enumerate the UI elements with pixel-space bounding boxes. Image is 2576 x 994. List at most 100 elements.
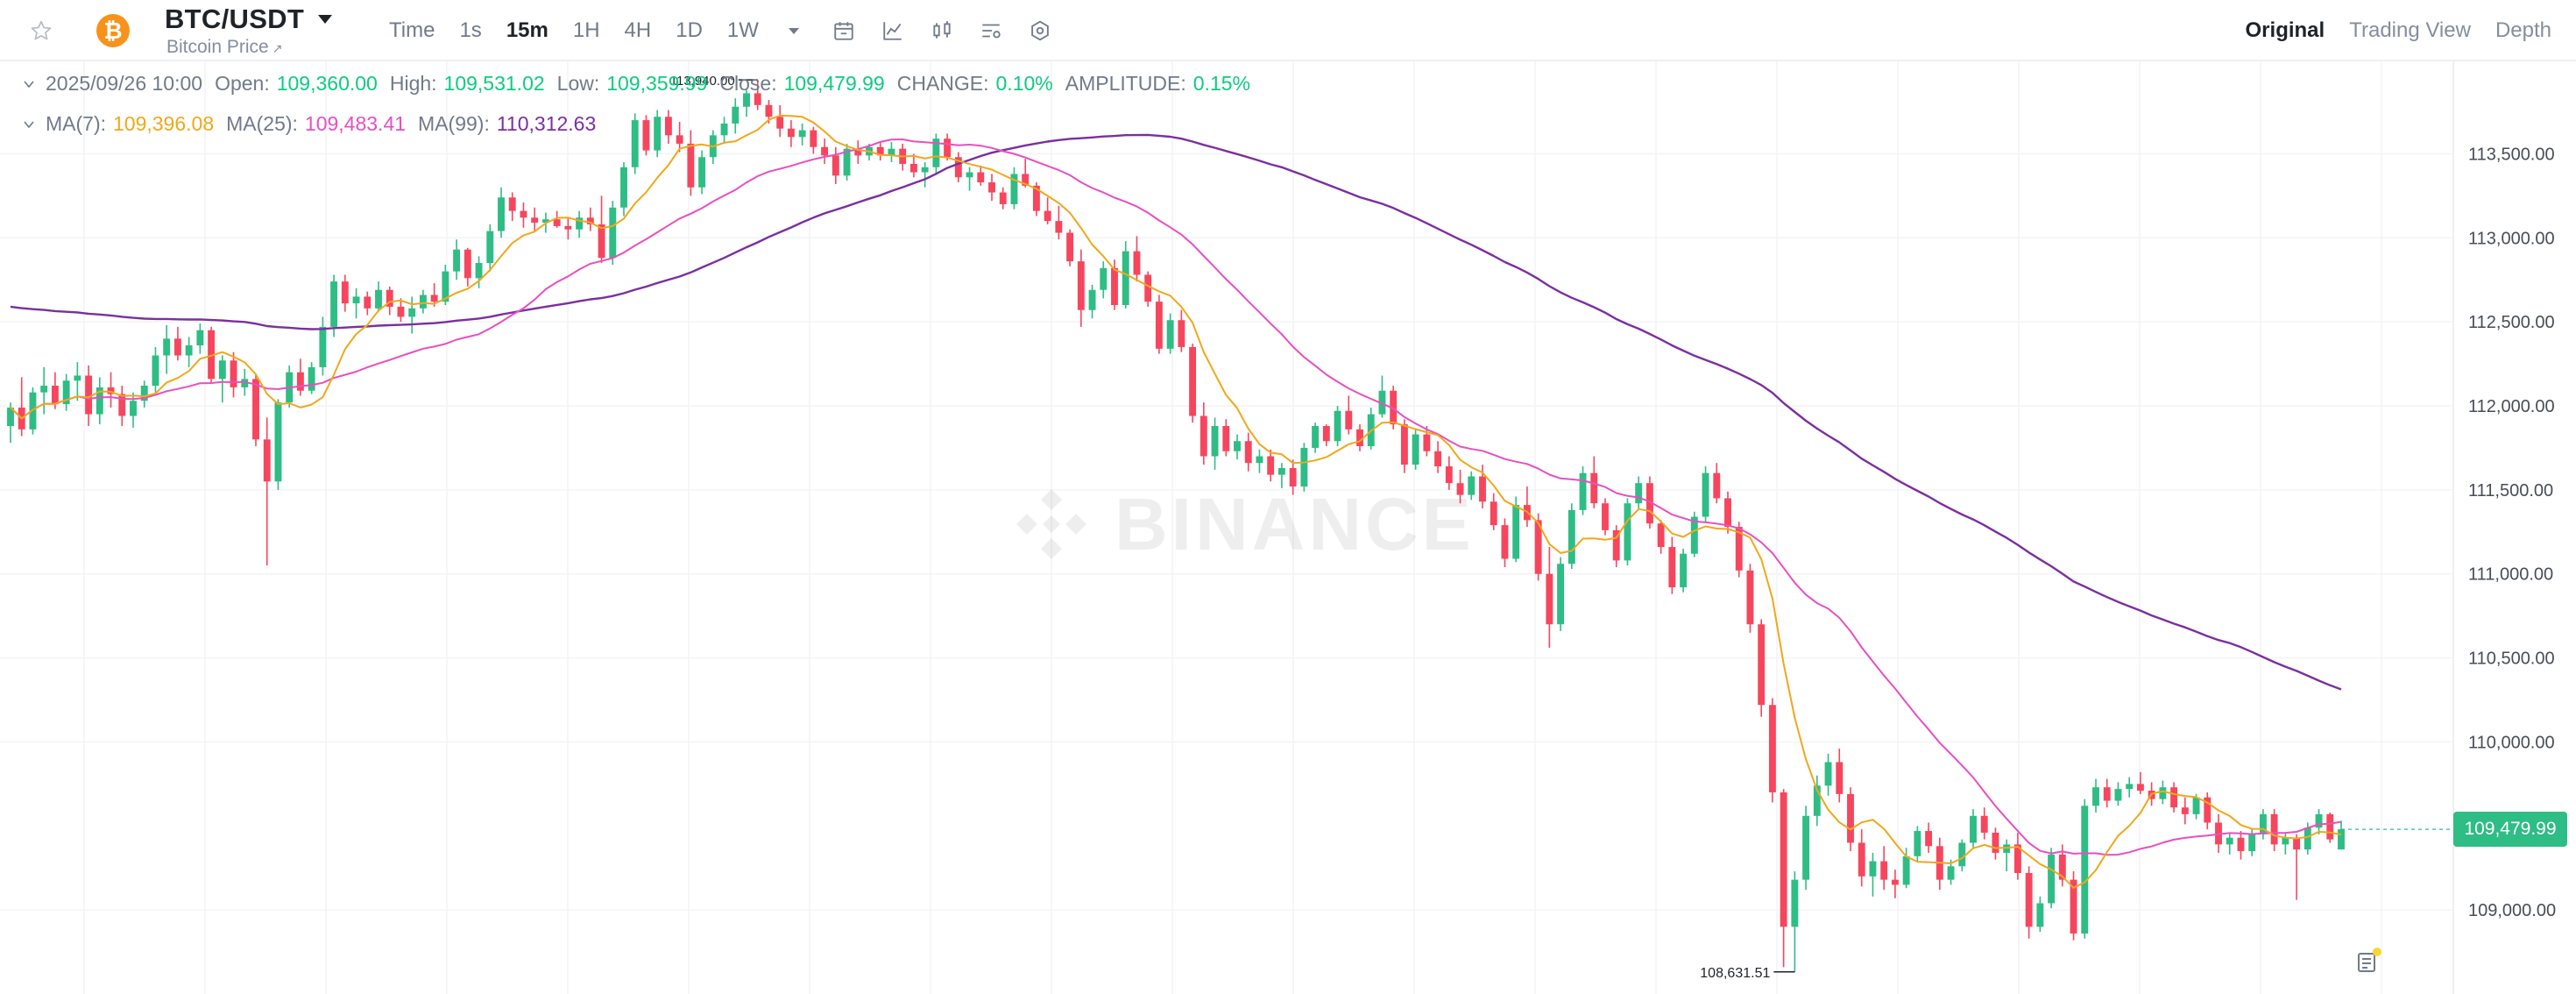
candle-body-up — [319, 326, 327, 367]
candle-body-down — [1267, 456, 1275, 475]
candle-body-down — [1356, 429, 1363, 447]
candle-body-up — [62, 380, 70, 405]
candle-body-up — [1947, 866, 1955, 880]
candle-body-up — [620, 167, 627, 208]
tab-trading-view[interactable]: Trading View — [2349, 18, 2471, 42]
candle-body-up — [241, 379, 249, 387]
candle-body-down — [85, 375, 93, 415]
legend-collapse-chevron-icon[interactable] — [23, 76, 39, 92]
candle-body-down — [909, 163, 917, 173]
candle-body-down — [1746, 570, 1754, 625]
candle-body-down — [1133, 251, 1141, 275]
candle-body-up — [1300, 447, 1308, 487]
candle-body-down — [2058, 854, 2066, 880]
candle-body-down — [2270, 813, 2278, 845]
pair-subtitle-link[interactable]: Bitcoin Price ↗ — [166, 37, 283, 57]
candle-body-down — [2237, 837, 2245, 852]
view-tabs: Original Trading View Depth — [2246, 0, 2576, 61]
ma7-line — [10, 114, 2342, 889]
tab-depth[interactable]: Depth — [2495, 18, 2551, 42]
candle-body-up — [408, 308, 416, 317]
candle-body-down — [1713, 472, 1721, 499]
candle-body-up — [1802, 815, 1810, 880]
more-settings-icon[interactable] — [1027, 18, 1053, 44]
candle-body-up — [2304, 827, 2311, 850]
candle-body-down — [1891, 879, 1899, 885]
candle-body-down — [2070, 879, 2077, 934]
interval-1d[interactable]: 1D — [676, 18, 703, 42]
pair-title[interactable]: BTC/USDT — [165, 4, 305, 34]
candle-body-down — [1880, 861, 1888, 880]
interval-1w[interactable]: 1W — [726, 18, 759, 42]
candle-body-down — [1322, 426, 1330, 442]
price-axis-tick-label: 110,000.00 — [2468, 733, 2555, 752]
ma-legend: MA(7): 109,396.08 MA(25): 109,483.41 MA(… — [23, 112, 608, 136]
candle-body-up — [1010, 174, 1018, 204]
candle-body-up — [1100, 267, 1108, 290]
candle-body-down — [397, 306, 405, 317]
more-intervals-chevron-icon[interactable] — [787, 22, 804, 39]
price-chart[interactable]: 113,500.00 113,000.00 112,500.00 112,000.00… — [0, 61, 2576, 994]
candle-body-down — [2204, 797, 2212, 823]
pair-dropdown-caret-icon[interactable] — [315, 12, 336, 30]
candle-body-up — [1702, 472, 1709, 517]
candle-body-up — [631, 120, 639, 167]
interval-1s[interactable]: 1s — [459, 18, 482, 42]
candle-body-down — [1244, 441, 1252, 464]
candle-body-down — [999, 192, 1007, 204]
candle-body-down — [1400, 424, 1408, 465]
candle-body-up — [1635, 483, 1643, 504]
candle-body-down — [1289, 467, 1297, 487]
price-axis-tick-label: 112,500.00 — [2468, 313, 2555, 332]
candle-body-up — [843, 148, 851, 176]
chart-settings-icon[interactable] — [978, 18, 1004, 44]
candle-body-down — [1434, 451, 1442, 467]
candle-body-up — [698, 157, 706, 188]
candle-body-down — [51, 386, 59, 405]
candle-body-down — [430, 295, 438, 302]
candle-body-down — [1847, 793, 1854, 843]
candle-body-down — [2293, 837, 2301, 850]
low-label: Low: — [556, 72, 600, 95]
interval-time[interactable]: Time — [389, 18, 435, 42]
ma99-value: 110,312.63 — [496, 112, 597, 135]
interval-15m[interactable]: 15m — [506, 18, 548, 42]
interval-4h[interactable]: 4H — [624, 18, 652, 42]
candle-body-down — [1222, 426, 1230, 451]
candle-body-down — [1992, 832, 1999, 853]
candle-body-down — [642, 120, 650, 151]
candlestick-chart-svg[interactable]: 113,500.00 113,000.00 112,500.00 112,000.00… — [0, 61, 2576, 994]
candle-body-down — [341, 281, 349, 304]
candle-body-down — [598, 224, 605, 259]
candle-body-down — [1144, 274, 1152, 302]
candle-body-down — [854, 148, 862, 156]
tab-original[interactable]: Original — [2245, 18, 2325, 42]
indicator-icon[interactable] — [880, 18, 906, 44]
candle-body-down — [787, 128, 795, 138]
interval-1h[interactable]: 1H — [572, 18, 600, 42]
candle-body-down — [1044, 210, 1051, 222]
candle-body-up — [185, 344, 193, 356]
chart-type-icon[interactable] — [929, 18, 955, 44]
price-axis-tick-label: 109,000.00 — [2468, 901, 2556, 920]
ma99-line — [10, 133, 2342, 691]
candle-body-up — [2192, 797, 2200, 814]
candle-body-up — [1277, 467, 1285, 475]
candle-body-up — [1256, 456, 1263, 464]
candle-body-up — [1312, 426, 1320, 448]
change-label: CHANGE: — [896, 72, 989, 95]
high-label: High: — [389, 72, 437, 95]
candle-body-up — [218, 360, 226, 380]
ma-legend-collapse-chevron-icon[interactable] — [23, 117, 39, 132]
candle-body-up — [2048, 854, 2056, 904]
close-value: 109,479.99 — [783, 72, 885, 95]
candle-body-up — [453, 249, 461, 272]
candle-body-down — [1390, 390, 1398, 425]
calendar-icon[interactable] — [831, 18, 857, 44]
candle-body-up — [2226, 837, 2233, 845]
candle-body-down — [230, 360, 237, 387]
alert-bell-icon[interactable] — [2353, 947, 2383, 976]
favorite-star-icon[interactable] — [26, 16, 56, 46]
candle-body-down — [296, 372, 304, 391]
close-label: Close: — [719, 72, 777, 95]
